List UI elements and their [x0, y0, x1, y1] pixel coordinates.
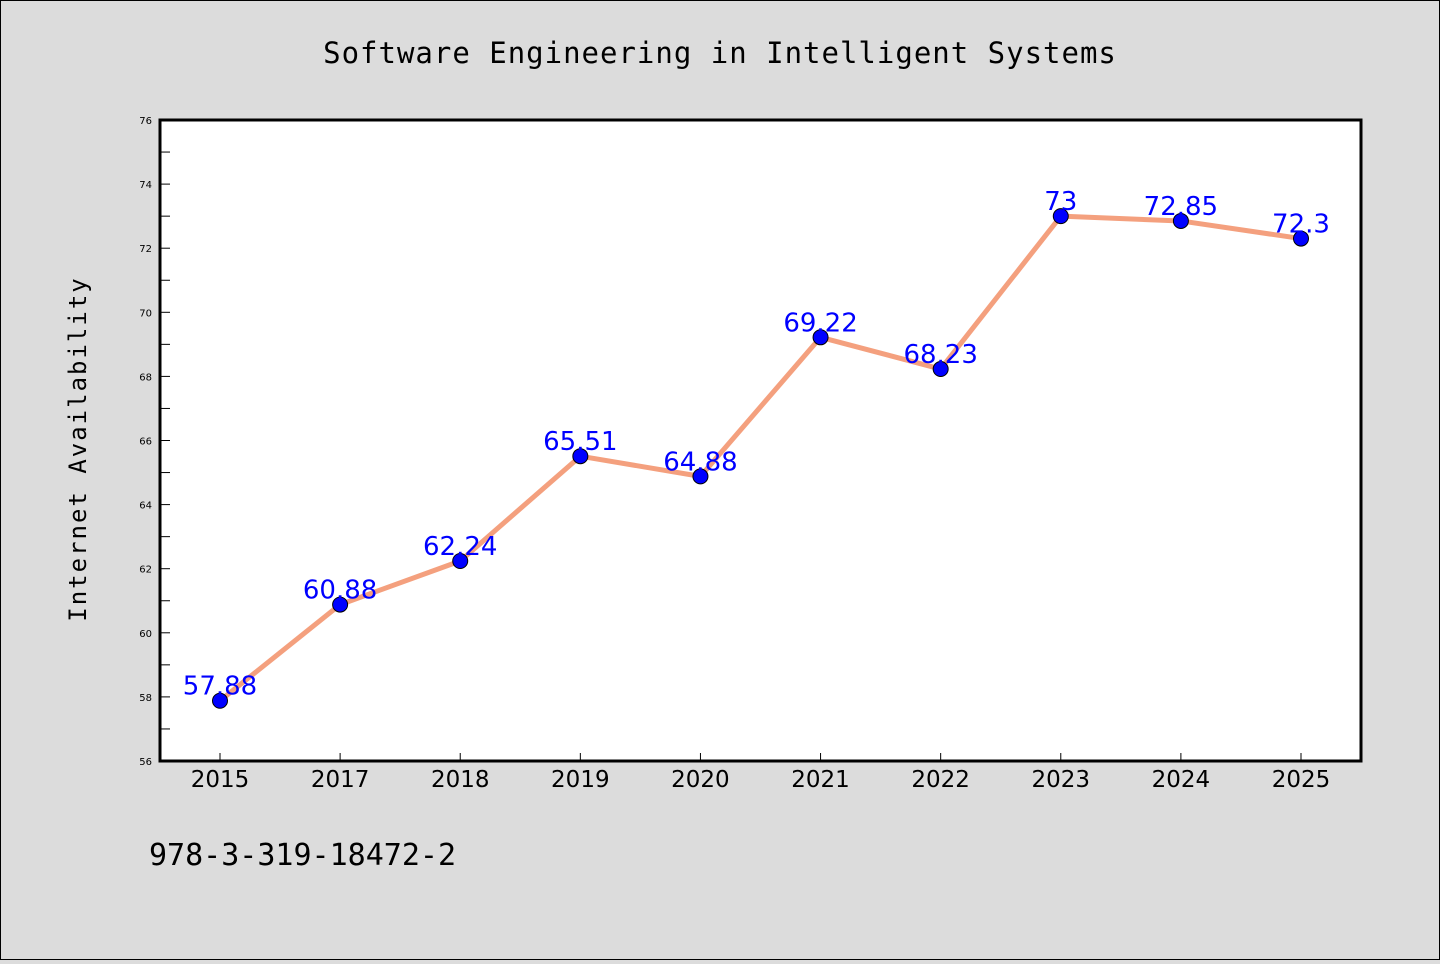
data-label: 72.3 [1272, 210, 1330, 240]
data-label: 62.24 [423, 532, 497, 562]
data-label: 65.51 [543, 427, 617, 457]
y-tick-label: 72 [139, 244, 152, 255]
x-tick-label: 2021 [791, 767, 850, 793]
y-tick-label: 74 [139, 180, 152, 191]
y-tick-label: 68 [139, 372, 152, 383]
data-label: 73 [1044, 187, 1077, 217]
plot-area [158, 118, 1363, 763]
x-tick-label: 2020 [671, 767, 730, 793]
x-tick-label: 2025 [1272, 767, 1331, 793]
series-group [212, 208, 1309, 709]
data-label: 68.23 [903, 340, 977, 370]
data-point [332, 596, 349, 613]
y-tick-label: 70 [139, 308, 152, 319]
data-label: 64.88 [663, 447, 737, 477]
x-tick-label: 2022 [911, 767, 970, 793]
data-label: 72.85 [1144, 192, 1218, 222]
y-tick-label: 62 [139, 565, 152, 576]
x-tick-label: 2019 [551, 767, 610, 793]
data-label: 60.88 [303, 576, 377, 606]
data-point [932, 361, 949, 378]
x-tick-label: 2015 [191, 767, 250, 793]
chart-title: Software Engineering in Intelligent Syst… [323, 36, 1117, 70]
data-point [812, 329, 829, 346]
y-axis-label: Internet Availability [64, 276, 92, 621]
isbn-text: 978-3-319-18472-2 [149, 838, 456, 873]
x-axis: 2015 2017 2018 2019 2020 2021 2022 2023 2024 2025 [191, 753, 1331, 793]
y-tick-label: 60 [139, 629, 152, 640]
data-point [1052, 208, 1069, 225]
y-tick-label: 58 [139, 693, 152, 704]
data-point [572, 448, 589, 465]
data-label: 57.88 [183, 672, 257, 702]
data-point [452, 553, 469, 570]
x-tick-label: 2024 [1152, 767, 1211, 793]
x-tick-label: 2023 [1032, 767, 1091, 793]
series-line [217, 213, 1304, 704]
y-axis: 56 58 60 62 64 66 68 70 72 74 76 [139, 116, 170, 768]
data-labels: 57.88 60.88 62.24 65.51 64.88 69.22 68.23 73 72.… [183, 187, 1330, 702]
data-point [1293, 230, 1309, 247]
data-point [692, 468, 709, 485]
y-tick-label: 56 [139, 757, 152, 768]
data-point [212, 692, 228, 709]
y-tick-label: 66 [139, 437, 152, 448]
data-point [1172, 212, 1189, 229]
x-tick-label: 2017 [311, 767, 370, 793]
x-tick-label: 2018 [431, 767, 490, 793]
data-label: 69.22 [783, 308, 857, 338]
y-tick-label: 76 [139, 116, 152, 127]
y-tick-label: 64 [139, 501, 152, 512]
